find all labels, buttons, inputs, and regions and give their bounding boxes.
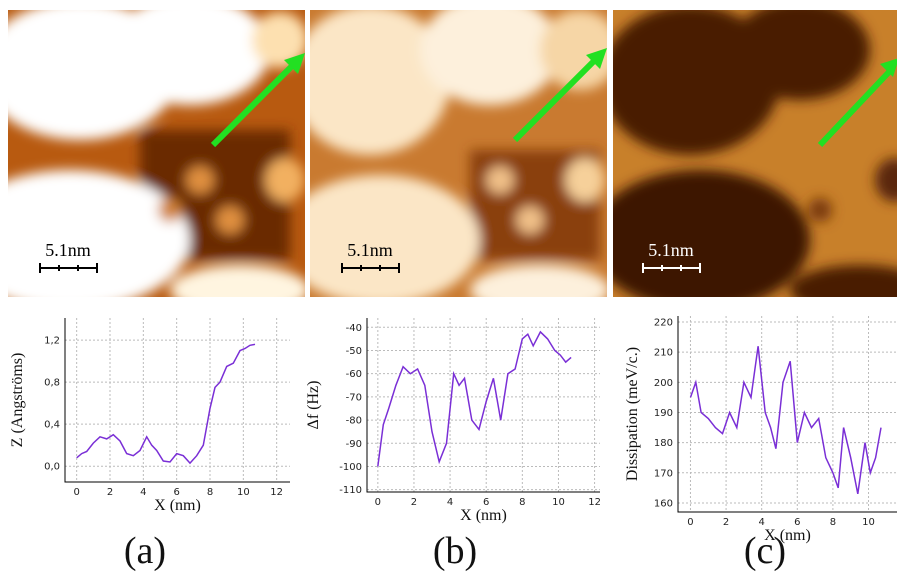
x-tick-label: 2 [411,497,417,508]
axes [64,318,290,483]
y-tick-label: -70 [346,392,362,403]
x-tick-label: 8 [830,517,836,528]
y-tick-label: 0,4 [44,420,60,431]
x-tick-label: 0 [375,497,381,508]
x-tick-label: 0 [73,487,79,498]
y-tick-label: -60 [346,369,362,380]
data-line [377,330,572,467]
y-tick-label: -80 [346,416,362,427]
afm-image-b [310,10,607,297]
x-tick-label: 2 [723,517,729,528]
y-tick-label: -90 [346,439,362,450]
x-tick-label: 6 [794,517,800,528]
x-tick-label: 10 [237,487,250,498]
panel-label: (a) [124,530,166,572]
y-axis-label: Z (Angströms) [9,353,26,448]
x-axis-label: X (nm) [460,507,507,524]
x-tick-label: 8 [519,497,525,508]
y-tick-label: -100 [339,462,362,473]
x-tick-label: 2 [107,487,113,498]
x-axis-label: X (nm) [154,497,201,514]
y-tick-label: -40 [346,323,362,334]
scale-bar-label: 5.1nm [347,240,393,260]
axes [677,316,897,513]
x-tick-label: 4 [447,497,453,508]
afm-image-a [8,10,305,297]
y-tick-label: 210 [654,348,673,359]
y-tick-label: 190 [654,408,673,419]
y-tick-label: 1,2 [44,336,60,347]
x-tick-label: 6 [173,487,179,498]
y-axis-label: Dissipation (meV/c.) [624,347,641,481]
axes [366,318,600,493]
y-tick-label: 170 [654,468,673,479]
arrows [210,48,897,148]
x-tick-label: 0 [687,517,693,528]
y-tick-label: 160 [654,498,673,509]
x-tick-label: 4 [758,517,764,528]
data-line [689,346,882,495]
x-axis-label: X (nm) [764,527,811,544]
y-tick-label: -50 [346,346,362,357]
scale-bars [39,263,701,273]
panel-label: (b) [433,530,477,572]
x-tick-label: 4 [140,487,146,498]
y-axis-label: Δf (Hz) [305,381,322,430]
afm-image-c [613,10,897,297]
y-tick-label: 0,0 [44,462,60,473]
data-line [76,343,256,465]
scale-bar-label: 5.1nm [648,240,694,260]
x-tick-label: 6 [483,497,489,508]
panel-label: (c) [744,530,786,572]
scale-bar-label: 5.1nm [45,240,91,260]
y-tick-label: 220 [654,318,673,329]
x-tick-label: 8 [207,487,213,498]
x-tick-label: 10 [552,497,565,508]
y-tick-label: 0,8 [44,378,60,389]
x-tick-label: 10 [862,517,875,528]
y-tick-label: 180 [654,438,673,449]
x-tick-label: 12 [270,487,283,498]
x-tick-label: 12 [588,497,601,508]
y-tick-label: 200 [654,378,673,389]
y-tick-label: -110 [339,485,362,496]
